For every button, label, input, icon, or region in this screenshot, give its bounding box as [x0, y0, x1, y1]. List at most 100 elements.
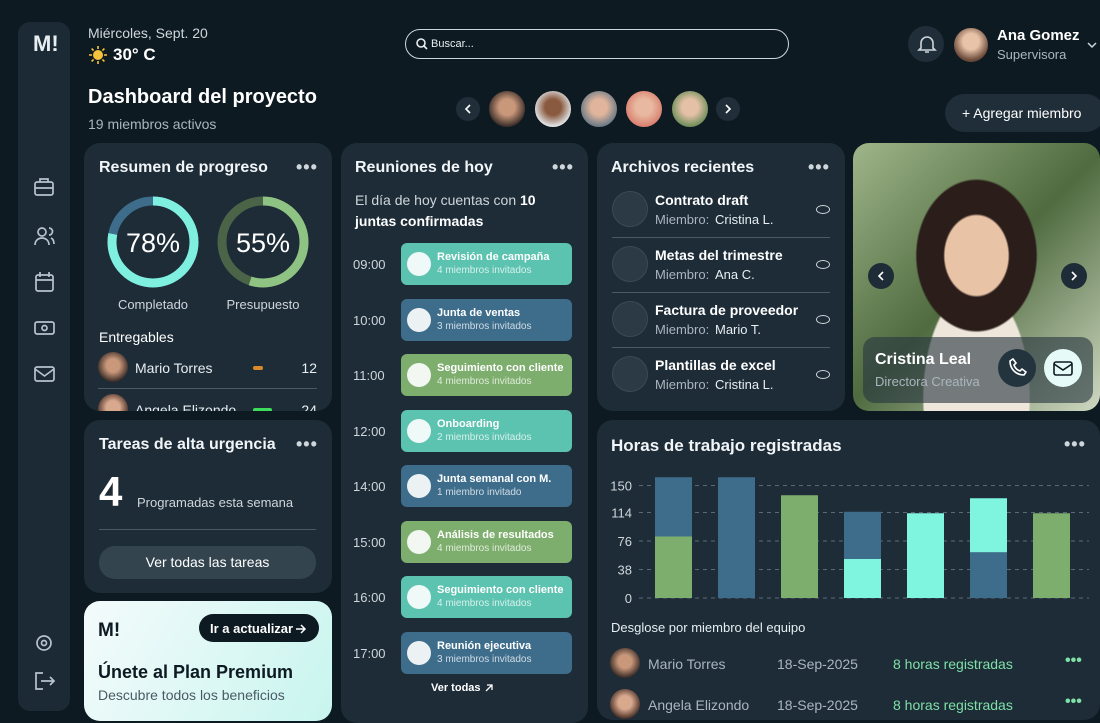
- logout-icon[interactable]: [35, 672, 56, 690]
- profile-arrows: [877, 271, 1078, 281]
- members-next[interactable]: [716, 97, 740, 121]
- file-icon: [612, 301, 648, 337]
- bar-segment: [718, 477, 755, 598]
- meeting-subtitle: 4 miembros invitados: [437, 542, 532, 554]
- search-icon: [416, 38, 428, 50]
- mail-icon[interactable]: [34, 366, 55, 382]
- team-icon[interactable]: [34, 227, 55, 246]
- deliverable-bar: [253, 408, 273, 411]
- card-title: Resumen de progreso: [99, 159, 268, 176]
- more-button[interactable]: •••: [552, 157, 574, 177]
- member-avatar[interactable]: [579, 89, 619, 129]
- briefcase-icon[interactable]: [34, 178, 54, 196]
- ring-caption: Presupuesto: [226, 297, 300, 312]
- bar-segment: [781, 495, 818, 598]
- y-tick-label: 38: [618, 563, 632, 578]
- y-tick-label: 150: [610, 479, 632, 494]
- money-icon[interactable]: [34, 321, 55, 335]
- view-button[interactable]: [816, 260, 830, 269]
- view-button[interactable]: [816, 370, 830, 379]
- member-avatar[interactable]: [624, 89, 664, 129]
- user-menu-chevron[interactable]: [1087, 42, 1097, 50]
- search-box[interactable]: [405, 29, 789, 59]
- bar-segment: [1033, 513, 1070, 598]
- ring-label: 55%: [236, 228, 290, 258]
- profile-next[interactable]: [1061, 263, 1087, 289]
- deliverables-title: Entregables: [99, 329, 174, 345]
- link-arrow: [485, 684, 493, 692]
- row-date: 18-Sep-2025: [777, 656, 858, 672]
- file-title: Metas del trimestre: [655, 247, 783, 263]
- upgrade-button[interactable]: [199, 614, 319, 642]
- member-label: Miembro:: [655, 377, 710, 392]
- meeting-time: 09:00: [353, 257, 386, 272]
- member-avatar[interactable]: [533, 89, 573, 129]
- bell-icon: [917, 36, 937, 53]
- meeting-icon: [407, 363, 431, 387]
- logo[interactable]: M!: [33, 31, 59, 56]
- add-member-button[interactable]: [945, 94, 1100, 132]
- call-button[interactable]: [998, 349, 1036, 387]
- row-more[interactable]: •••: [1065, 693, 1082, 710]
- urgent-caption: Programadas esta semana: [137, 495, 294, 510]
- meeting-subtitle: 4 miembros invitados: [437, 376, 532, 387]
- row-name: Angela Elizondo: [648, 697, 750, 713]
- meeting-subtitle: 3 miembros invitados: [437, 320, 532, 332]
- files-card: Archivos recientes ••• Contrato draft Mie…: [597, 143, 845, 411]
- view-button[interactable]: [816, 205, 830, 214]
- file-member: Cristina L.: [715, 212, 774, 227]
- more-button[interactable]: •••: [1064, 434, 1086, 454]
- row-more[interactable]: •••: [1065, 652, 1082, 669]
- view-all-link[interactable]: Ver todas: [431, 682, 481, 694]
- meeting-subtitle: 4 miembros invitados: [437, 598, 532, 609]
- more-button[interactable]: •••: [296, 157, 318, 177]
- member-avatar[interactable]: [487, 89, 527, 129]
- premium-logo: M!: [98, 620, 121, 641]
- breakdown-title: Desglose por miembro del equipo: [611, 620, 806, 635]
- view-button[interactable]: [816, 315, 830, 324]
- ring-label: 78%: [126, 228, 180, 258]
- card-title: Archivos recientes: [611, 159, 755, 176]
- bar-segment: [655, 536, 692, 598]
- card-title: Horas de trabajo registradas: [611, 436, 842, 455]
- profile-role: Directora Creativa: [875, 374, 980, 389]
- meeting-time: 11:00: [353, 368, 385, 383]
- bar-segment: [844, 559, 881, 598]
- temperature: 30° C: [113, 45, 156, 64]
- meeting-subtitle: 4 miembros invitados: [437, 265, 532, 276]
- hours-card: Horas de trabajo registradas ••• 0 38 76 11…: [597, 420, 1100, 720]
- arrow-icon: [296, 624, 307, 634]
- premium-subtitle: Descubre todos los beneficios: [98, 687, 285, 703]
- divider: [99, 529, 316, 530]
- meeting-title: Revisión de campaña: [437, 251, 550, 263]
- meeting-icon: [407, 418, 431, 443]
- more-button[interactable]: •••: [808, 157, 830, 177]
- contact-icons: [1009, 357, 1073, 376]
- more-button[interactable]: •••: [296, 434, 318, 454]
- notifications-button[interactable]: [908, 26, 944, 62]
- divider: [98, 388, 317, 389]
- user-avatar[interactable]: [952, 26, 990, 64]
- file-member: Mario T.: [715, 322, 761, 337]
- divider: [612, 237, 830, 238]
- profile-card[interactable]: Cristina Leal Directora Creativa: [853, 143, 1100, 411]
- bar-segment: [655, 477, 692, 537]
- meeting-time: 14:00: [353, 479, 386, 494]
- meeting-subtitle: 2 miembros invitados: [437, 431, 532, 443]
- member-label: Miembro:: [655, 212, 710, 227]
- bar-segment: [907, 513, 944, 598]
- calendar-icon[interactable]: [35, 272, 54, 292]
- mail-button[interactable]: [1044, 349, 1082, 387]
- profile-prev[interactable]: [868, 263, 894, 289]
- row-hours: 8 horas registradas: [893, 656, 1013, 672]
- intro-bold: 10 juntas confirmadas: [355, 192, 536, 229]
- meeting-icon: [407, 252, 431, 276]
- row-avatar: [610, 689, 640, 719]
- member-avatar[interactable]: [670, 89, 710, 129]
- meeting-time: 17:00: [353, 645, 386, 661]
- view-tasks-button[interactable]: Ver todas las tareas: [99, 546, 316, 579]
- file-member: Ana C.: [715, 267, 755, 282]
- settings-icon[interactable]: [36, 635, 52, 651]
- meeting-title: Seguimiento con cliente: [437, 362, 564, 374]
- members-prev[interactable]: [456, 97, 480, 121]
